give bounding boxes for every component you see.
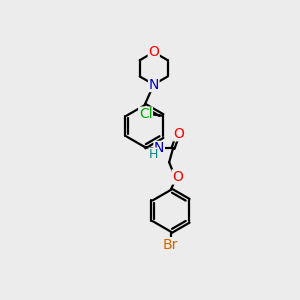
Text: O: O [148, 45, 159, 59]
Text: N: N [154, 141, 164, 155]
Text: Cl: Cl [139, 107, 152, 121]
Text: H: H [149, 148, 158, 161]
Text: Br: Br [163, 238, 178, 252]
Text: N: N [148, 77, 159, 92]
Text: O: O [172, 170, 183, 184]
Text: O: O [174, 127, 184, 141]
